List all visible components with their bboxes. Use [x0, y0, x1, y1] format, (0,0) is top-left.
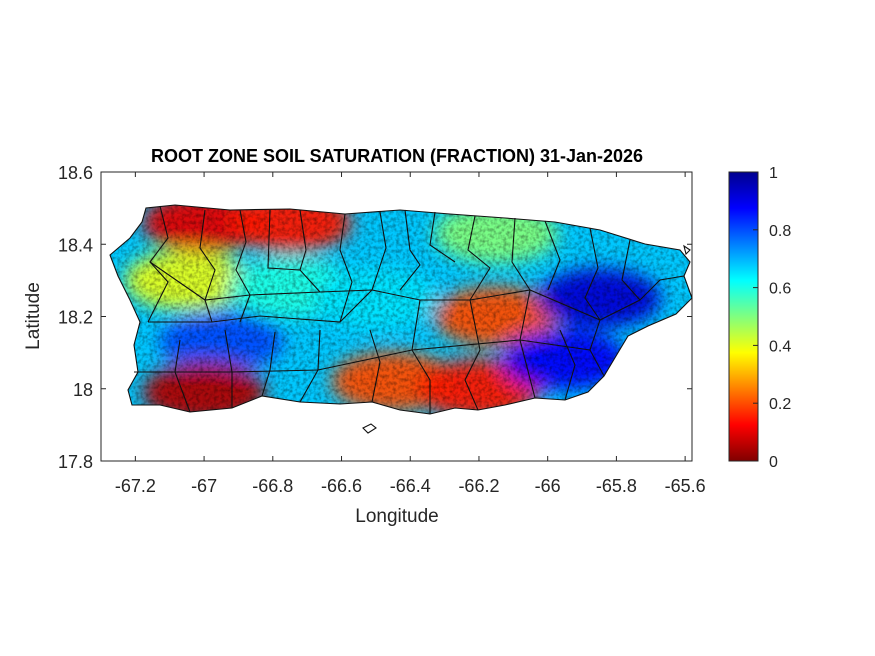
x-axis-ticks: -67.2 -67 -66.8 -66.6 -66.4 -66.2 -66 -65.8 -65.… — [115, 172, 706, 496]
x-axis-label: Longitude — [355, 506, 438, 527]
colorbar-tick-label: 0.6 — [769, 281, 791, 298]
municipality-borders — [109, 204, 693, 434]
y-tick-label: 18.6 — [58, 163, 93, 183]
colorbar-tick-label: 0.8 — [769, 223, 791, 240]
y-tick-label: 18.2 — [58, 308, 93, 328]
y-axis-label: Latitude — [23, 282, 44, 350]
colorbar-tick-label: 1 — [769, 165, 778, 182]
colorbar-tick-label: 0 — [769, 454, 778, 471]
x-tick-label: -66.2 — [458, 476, 499, 496]
colorbar-tick-label: 0.4 — [769, 338, 791, 355]
y-tick-label: 18.4 — [58, 235, 93, 255]
x-tick-label: -67.2 — [115, 476, 156, 496]
x-tick-label: -66 — [535, 476, 561, 496]
x-tick-label: -66.4 — [390, 476, 431, 496]
x-tick-label: -67 — [191, 476, 217, 496]
chart-title: ROOT ZONE SOIL SATURATION (FRACTION) 31-… — [151, 146, 643, 166]
colorbar — [728, 171, 759, 462]
x-tick-label: -65.8 — [596, 476, 637, 496]
colorbar-tick-label: 0.2 — [769, 396, 791, 413]
x-tick-label: -66.8 — [252, 476, 293, 496]
soil-saturation-field — [110, 205, 692, 414]
x-tick-label: -65.6 — [665, 476, 706, 496]
colorbar-ticks: 0 0.2 0.4 0.6 0.8 1 — [753, 165, 791, 471]
y-tick-label: 17.8 — [58, 452, 93, 472]
y-axis-ticks: 17.8 18 18.2 18.4 18.6 — [58, 163, 692, 472]
y-tick-label: 18 — [73, 380, 93, 400]
x-tick-label: -66.6 — [321, 476, 362, 496]
